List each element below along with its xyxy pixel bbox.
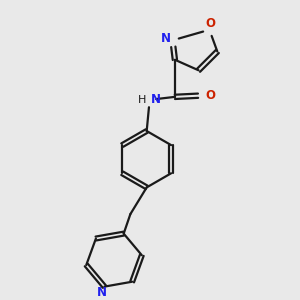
Text: H: H (138, 95, 147, 105)
Text: O: O (205, 17, 215, 30)
Text: O: O (205, 89, 215, 102)
Text: N: N (161, 32, 171, 45)
Text: N: N (151, 93, 161, 106)
Text: N: N (97, 286, 107, 299)
